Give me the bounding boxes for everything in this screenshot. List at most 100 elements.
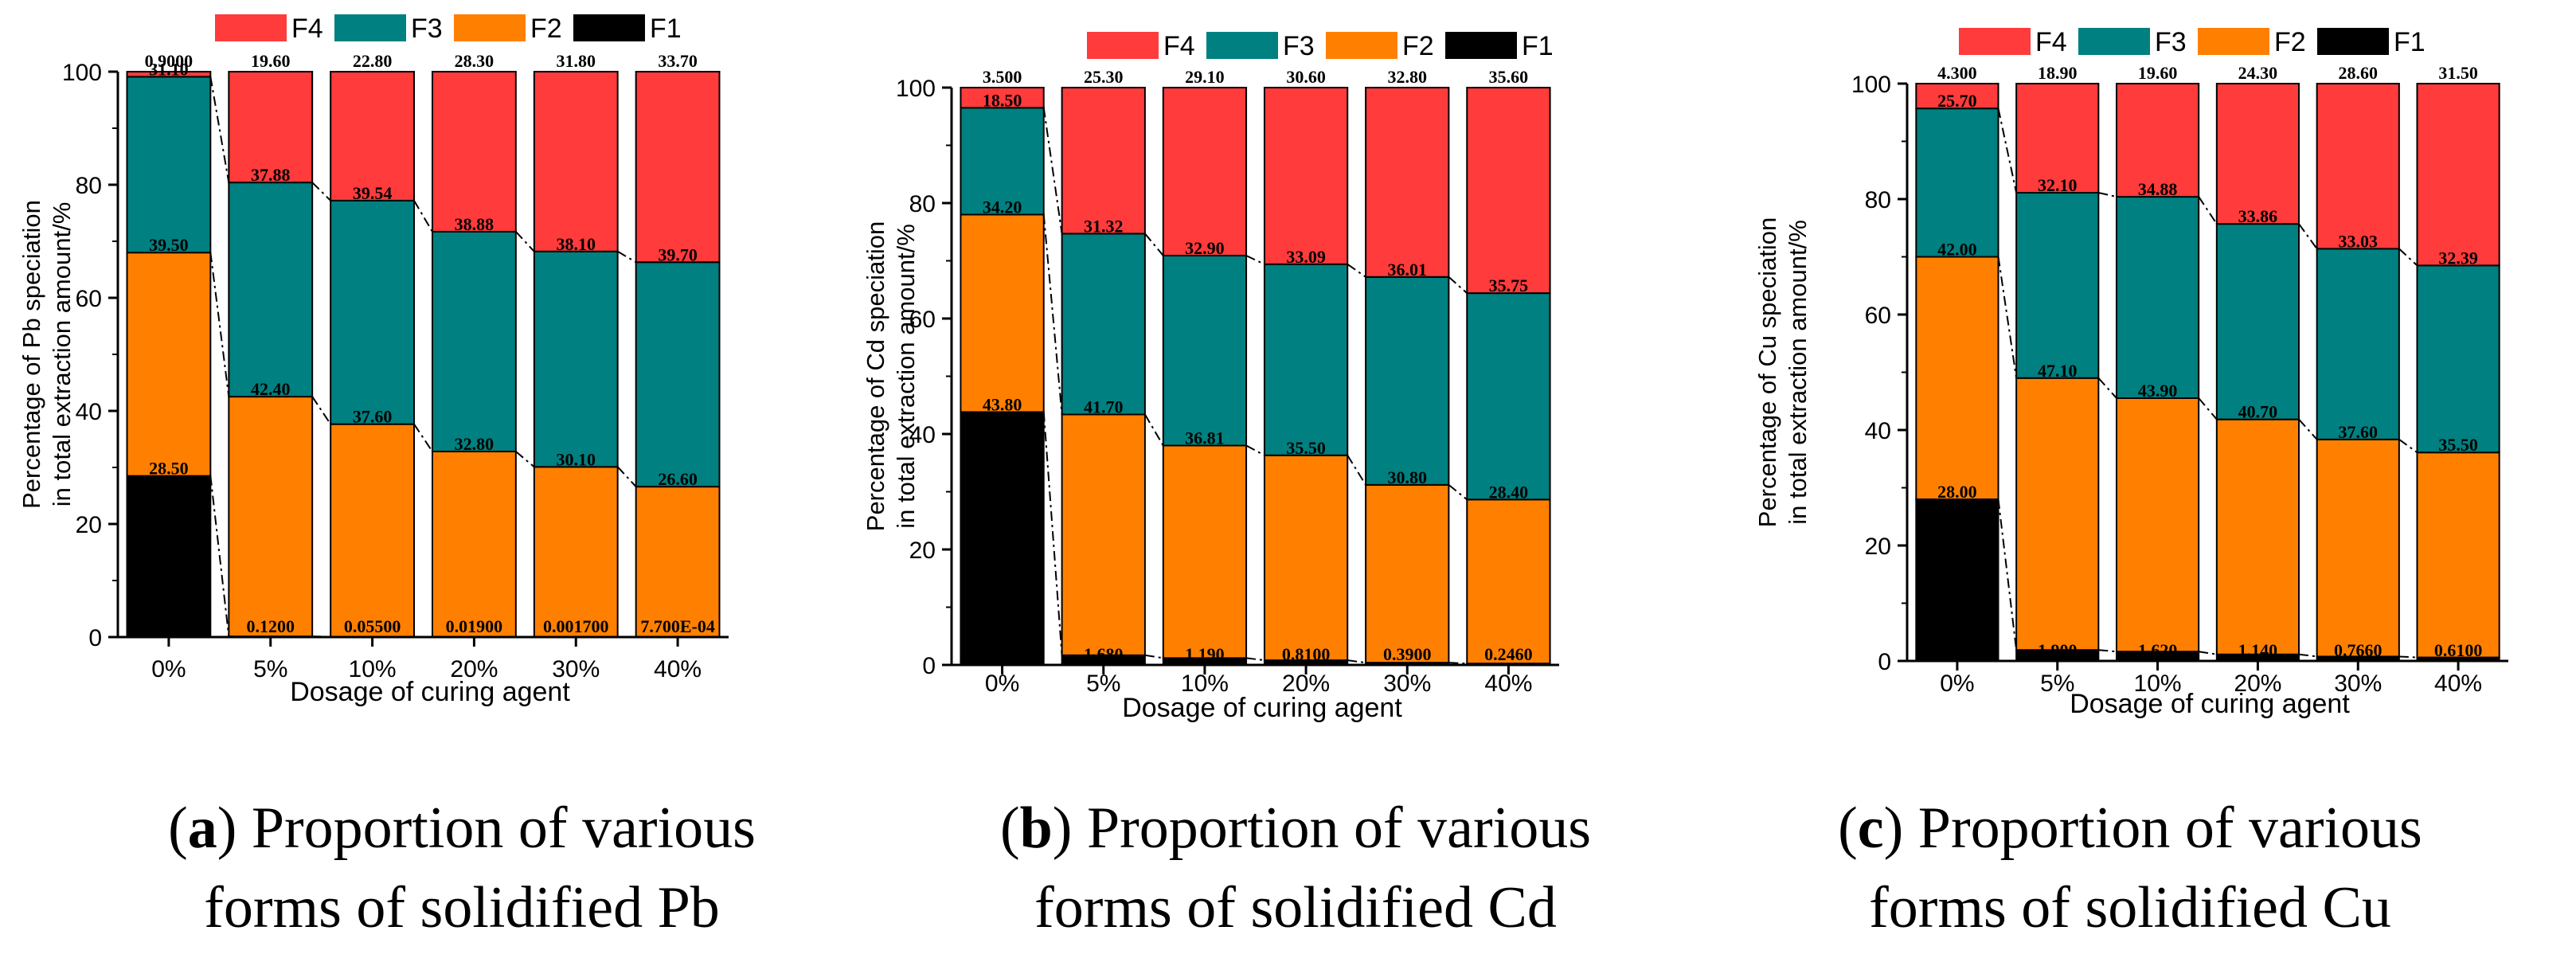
- connector-f3: [1997, 108, 2018, 194]
- data-label-f2: 26.60: [658, 469, 698, 489]
- bar-f2-20pct: [2215, 418, 2300, 655]
- x-tick-label: 20%: [450, 656, 498, 682]
- y-tick-label: 80: [1865, 187, 1891, 213]
- y-axis-title: Percentage of Pb speciationin total extr…: [18, 200, 76, 509]
- data-label-f4: 3.500: [983, 67, 1022, 87]
- y-tick-label: 0: [1878, 649, 1891, 675]
- bar-f4-0pct: [126, 71, 212, 78]
- bar-f4-10pct: [2115, 83, 2200, 198]
- data-label-f3: 33.86: [2238, 206, 2278, 226]
- bar-f3-0pct: [126, 76, 212, 254]
- connector-f2: [311, 396, 332, 425]
- data-label-f3: 31.32: [1084, 216, 1124, 236]
- data-label-f1: 7.700E-04: [640, 616, 715, 636]
- legend-label-f4: F4: [291, 14, 323, 44]
- data-label-f2: 35.50: [2438, 435, 2478, 455]
- x-tick-label: 40%: [654, 656, 702, 682]
- data-label-f2: 36.81: [1185, 428, 1225, 448]
- bar-f2-30pct: [533, 466, 619, 638]
- y-tick-label: 40: [909, 422, 936, 448]
- x-tick-label: 0%: [985, 671, 1019, 697]
- data-label-f2: 43.90: [2138, 381, 2178, 401]
- y-tick-label: 0: [922, 653, 936, 679]
- data-label-f1: 1.680: [1084, 644, 1124, 664]
- legend-swatch-f1: [1445, 32, 1517, 59]
- data-label-f4: 30.60: [1286, 67, 1326, 87]
- legend-label-f3: F3: [411, 14, 443, 44]
- y-tick-label: 40: [76, 399, 102, 425]
- data-label-f4: 28.60: [2339, 63, 2379, 83]
- caption-c-letter: c: [1857, 796, 1884, 861]
- y-tick-label: 20: [909, 538, 936, 564]
- y-axis-title-line: in total extraction amount/%: [1784, 220, 1812, 525]
- connector-f2: [1042, 214, 1063, 415]
- x-tick-label: 30%: [1383, 671, 1431, 697]
- legend-label-f1: F1: [650, 14, 682, 44]
- connector-f1: [1347, 659, 1366, 664]
- x-tick-label: 20%: [2234, 671, 2281, 697]
- connector-f3: [1042, 108, 1063, 234]
- data-label-f2: 34.20: [983, 197, 1022, 217]
- data-label-f4: 25.30: [1084, 67, 1124, 87]
- x-axis-title: Dosage of curing agent: [2070, 689, 2350, 719]
- caption-a-letter: a: [187, 796, 217, 861]
- connector-f2: [1245, 444, 1265, 456]
- data-label-f1: 0.05500: [344, 616, 401, 636]
- bar-f3-5pct: [2015, 192, 2100, 379]
- data-label-f3: 33.03: [2339, 231, 2379, 251]
- y-tick-label: 80: [76, 173, 102, 199]
- data-label-f3: 37.88: [251, 165, 291, 185]
- data-label-f4: 31.50: [2438, 63, 2478, 83]
- y-tick-label: 100: [62, 60, 102, 86]
- bar-f3-10pct: [2115, 196, 2200, 399]
- data-label-f2: 30.80: [1388, 467, 1428, 487]
- data-label-f2: 39.50: [149, 235, 189, 255]
- legend-label-f3: F3: [1283, 31, 1315, 61]
- bar-f4-5pct: [1061, 87, 1146, 235]
- legend-swatch-f1: [573, 14, 645, 41]
- data-label-f1: 28.00: [1937, 482, 1977, 502]
- bar-f2-40pct: [2416, 452, 2500, 659]
- legend-swatch-f2: [1326, 32, 1397, 59]
- caption-a-line1: (a) Proportion of various: [168, 796, 756, 861]
- legend-label-f2: F2: [530, 14, 562, 44]
- connector-f1: [1144, 654, 1163, 659]
- caption-c: (c) Proportion of various forms of solid…: [1700, 788, 2560, 948]
- caption-b-letter: b: [1019, 796, 1053, 861]
- data-label-f4: 19.60: [2138, 63, 2178, 83]
- connector-f1: [209, 475, 230, 637]
- data-label-f2: 37.60: [2339, 422, 2379, 442]
- legend: F4 F3 F2 F1: [215, 14, 682, 44]
- legend-label-f4: F4: [1163, 31, 1195, 61]
- bar-f4-5pct: [2015, 83, 2100, 194]
- x-tick-label: 40%: [1484, 671, 1532, 697]
- y-axis-title-line: Percentage of Pb speciation: [18, 200, 45, 509]
- legend-label-f2: F2: [2274, 27, 2306, 57]
- data-label-f4: 4.300: [1937, 63, 1977, 83]
- y-axis-title: Percentage of Cu speciationin total extr…: [1753, 217, 1812, 527]
- bar-f3-10pct: [1162, 254, 1248, 447]
- bar-f1-0pct: [960, 411, 1045, 666]
- data-label-f2: 30.10: [557, 449, 596, 469]
- data-label-f3: 36.01: [1388, 260, 1428, 280]
- data-label-f3: 38.88: [455, 214, 494, 234]
- legend-label-f3: F3: [2155, 27, 2187, 57]
- legend: F4 F3 F2 F1: [1959, 27, 2426, 57]
- bar-f2-0pct: [960, 213, 1045, 413]
- bar-f2-5pct: [2015, 377, 2100, 651]
- chart-pb: 0 20 40 60 80 100 0% 5% 10% 20% 30% 40% 28.50 39.50 31…: [18, 14, 729, 707]
- caption-c-line2: forms of solidified Cu: [1869, 875, 2391, 940]
- x-axis-title: Dosage of curing agent: [290, 677, 570, 707]
- bar-f2-20pct: [1263, 454, 1349, 662]
- y-tick-label: 80: [909, 191, 936, 217]
- data-label-f3: 32.39: [2438, 248, 2478, 268]
- data-label-f3: 33.09: [1286, 247, 1326, 267]
- bar-f3-20pct: [1263, 263, 1349, 456]
- data-label-f1: 0.3900: [1383, 644, 1432, 664]
- bar-f2-20pct: [432, 450, 517, 638]
- bar-f2-40pct: [635, 486, 721, 638]
- y-axis-title-line: Percentage of Cu speciation: [1753, 217, 1781, 527]
- connector-f3: [2198, 196, 2218, 225]
- bar-f4-20pct: [2215, 83, 2300, 225]
